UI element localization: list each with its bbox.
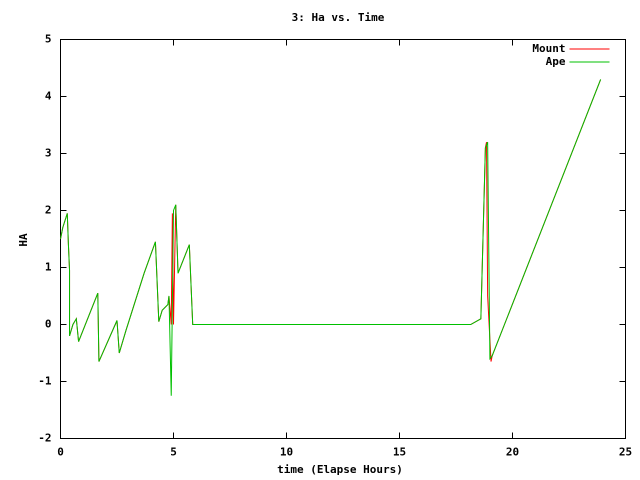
y-axis-label: HA <box>17 233 30 247</box>
y-tick-label: 0 <box>45 318 52 331</box>
x-tick-label: 5 <box>170 446 177 459</box>
legend-label: Mount <box>532 42 565 55</box>
y-tick-label: 5 <box>45 33 52 46</box>
x-axis-label: time (Elapse Hours) <box>277 463 403 476</box>
y-tick-label: 2 <box>45 204 52 217</box>
x-tick-label: 25 <box>619 446 632 459</box>
series-line <box>60 79 602 396</box>
x-tick-label: 0 <box>57 446 64 459</box>
x-tick-label: 20 <box>506 446 519 459</box>
plot-frame <box>60 39 626 439</box>
legend-label: Ape <box>546 55 566 68</box>
x-tick-label: 10 <box>280 446 293 459</box>
y-tick-label: -1 <box>38 375 52 388</box>
series-line <box>60 79 602 362</box>
y-tick-label: -2 <box>38 432 51 445</box>
x-tick-label: 15 <box>393 446 406 459</box>
y-tick-label: 3 <box>45 147 52 160</box>
chart-title: 3: Ha vs. Time <box>292 11 385 24</box>
y-tick-label: 1 <box>45 261 52 274</box>
y-tick-label: 4 <box>45 90 52 103</box>
